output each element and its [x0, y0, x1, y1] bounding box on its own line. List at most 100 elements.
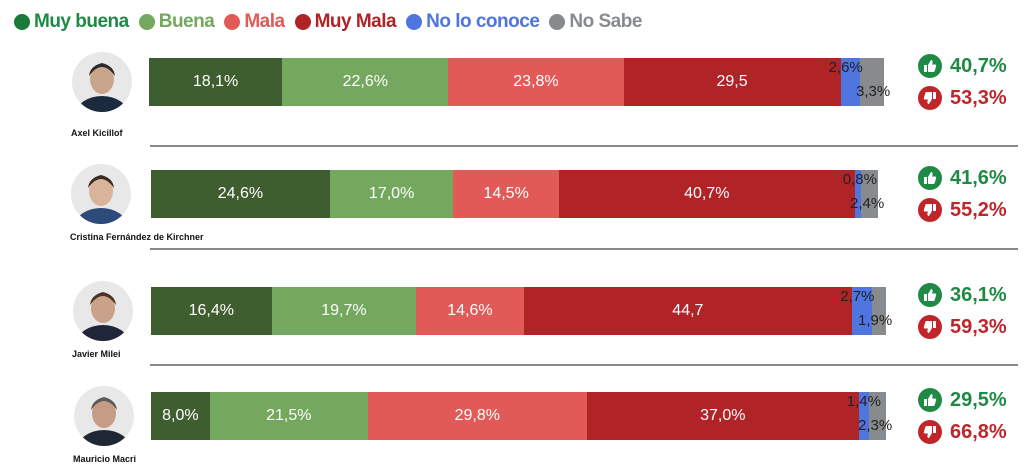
person-name: Mauricio Macri [73, 454, 137, 464]
person-avatar [71, 164, 131, 224]
person-avatar [73, 281, 133, 341]
thumbs-up-icon [918, 283, 942, 307]
no-lo-conoce-value-label: 2,7% [840, 288, 875, 305]
thumbs-up-icon [918, 388, 942, 412]
segment-value-label: 16,4% [188, 302, 234, 319]
positive-total: 36,1% [918, 283, 1007, 307]
segment-value-label: 37,0% [700, 407, 746, 424]
segment-value-label: 40,7% [684, 185, 730, 202]
legend-label: Muy Mala [314, 11, 397, 32]
no-sabe-value-label: 2,4% [850, 195, 885, 212]
bar-segment-muy-buena: 8,0% [151, 392, 210, 440]
segment-value-label: 24,6% [217, 185, 264, 202]
positive-percent: 41,6% [950, 166, 1007, 189]
segment-value-label: 29,5 [716, 73, 748, 90]
negative-percent: 59,3% [950, 315, 1007, 338]
thumbs-up-icon [918, 54, 942, 78]
person-name: Axel Kicillof [71, 128, 123, 138]
legend-dot-icon [138, 14, 155, 30]
bar-segment-no-lo-conoce [852, 287, 872, 335]
no-lo-conoce-value-label: 0,8% [842, 171, 877, 188]
legend-item: Muy buena [14, 11, 129, 33]
legend-item: Muy Mala [294, 11, 397, 33]
stacked-bar: 16,4% 19,7% 14,6% 44,7 [151, 287, 886, 335]
bar-segment-muy-mala: 44,7 [523, 287, 853, 335]
segment-value-label: 22,6% [342, 73, 388, 90]
negative-total: 59,3% [918, 315, 1007, 339]
bar-segment-muy-buena: 16,4% [151, 287, 272, 335]
negative-percent: 66,8% [950, 420, 1007, 443]
legend-label: No lo conoce [426, 11, 540, 32]
bar-segment-no-lo-conoce [854, 170, 861, 218]
bar-segment-no-lo-conoce [840, 58, 860, 106]
legend-dot-icon [406, 14, 423, 30]
no-sabe-value-label: 3,3% [856, 83, 891, 100]
bar-segment-mala: 14,5% [453, 170, 559, 218]
bar-segment-muy-mala: 40,7% [558, 170, 855, 218]
positive-total: 40,7% [918, 54, 1007, 78]
person-name: Javier Milei [72, 349, 121, 359]
negative-percent: 53,3% [950, 86, 1007, 109]
stacked-bar: 18,1% 22,6% 23,8% 29,5 [149, 58, 884, 106]
bar-segment-no-sabe [871, 287, 886, 335]
legend-label: No Sabe [569, 11, 642, 32]
bar-segment-no-lo-conoce [858, 392, 870, 440]
bar-segment-muy-buena: 18,1% [149, 58, 283, 106]
segment-value-label: 29,8% [454, 407, 500, 424]
legend-dot-icon [294, 14, 311, 30]
no-sabe-value-label: 1,9% [858, 312, 893, 329]
thumbs-down-icon [918, 420, 942, 444]
segment-value-label: 21,5% [266, 407, 312, 424]
positive-percent: 29,5% [950, 388, 1007, 411]
legend-item: No lo conoce [406, 11, 540, 33]
legend-dot-icon [224, 14, 241, 30]
no-lo-conoce-value-label: 1,4% [846, 393, 881, 410]
legend-dot-icon [14, 14, 30, 30]
thumbs-down-icon [918, 86, 942, 110]
negative-total: 66,8% [918, 420, 1007, 444]
person-avatar [74, 386, 134, 446]
legend-item: Buena [138, 11, 215, 33]
row-separator [150, 364, 1018, 366]
bar-segment-no-sabe [860, 170, 878, 218]
row-separator [150, 248, 1018, 250]
bar-segment-mala: 14,6% [416, 287, 524, 335]
legend-item: No Sabe [549, 11, 642, 33]
person-avatar [72, 52, 132, 112]
legend-label: Mala [244, 11, 285, 32]
segment-value-label: 8,0% [162, 407, 199, 424]
bar-segment-mala: 29,8% [367, 392, 587, 440]
bar-segment-buena: 17,0% [329, 170, 454, 218]
segment-value-label: 44,7 [672, 302, 704, 319]
positive-percent: 40,7% [950, 54, 1007, 77]
row-separator [150, 145, 1018, 147]
stacked-bar: 24,6% 17,0% 14,5% 40,7% [151, 170, 878, 218]
bar-segment-muy-mala: 29,5 [623, 58, 841, 106]
legend-item: Mala [224, 11, 285, 33]
legend: Muy buena Buena Mala Muy Mala No lo conoce No… [14, 8, 646, 36]
bar-segment-no-sabe [859, 58, 884, 106]
thumbs-up-icon [918, 166, 942, 190]
segment-value-label: 23,8% [513, 73, 559, 90]
negative-total: 55,2% [918, 198, 1007, 222]
positive-total: 41,6% [918, 166, 1007, 190]
person-name: Cristina Fernández de Kirchner [70, 232, 204, 242]
bar-segment-no-sabe [869, 392, 886, 440]
segment-value-label: 14,5% [483, 185, 529, 202]
segment-value-label: 19,7% [321, 302, 367, 319]
bar-segment-buena: 21,5% [209, 392, 368, 440]
bar-segment-buena: 22,6% [282, 58, 449, 106]
legend-label: Buena [158, 11, 215, 32]
positive-total: 29,5% [918, 388, 1007, 412]
no-lo-conoce-value-label: 2,6% [828, 59, 863, 76]
legend-label: Muy buena [34, 11, 129, 32]
negative-percent: 55,2% [950, 198, 1007, 221]
thumbs-down-icon [918, 315, 942, 339]
legend-dot-icon [549, 14, 566, 30]
no-sabe-value-label: 2,3% [858, 417, 893, 434]
negative-total: 53,3% [918, 86, 1007, 110]
bar-segment-muy-mala: 37,0% [586, 392, 859, 440]
segment-value-label: 17,0% [368, 185, 415, 202]
positive-percent: 36,1% [950, 283, 1007, 306]
segment-value-label: 14,6% [447, 302, 493, 319]
